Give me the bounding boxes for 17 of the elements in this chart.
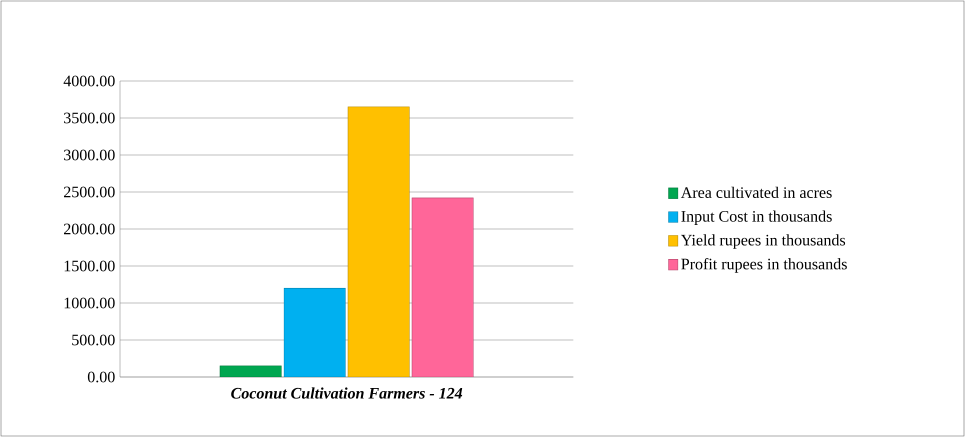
bar [412, 198, 474, 377]
y-tick-label: 3500.00 [64, 112, 115, 124]
legend-label: Yield rupees in thousands [680, 234, 846, 249]
y-tick-label: 2000.00 [64, 224, 115, 234]
y-tick-label: 1500.00 [64, 260, 115, 272]
bar [284, 288, 346, 377]
x-tick-label: Coconut Cultivation Farmers - 124 [231, 387, 462, 399]
legend-label: Input Cost in thousands [681, 210, 832, 225]
bar [220, 366, 282, 377]
legend-label: Area cultivated in acres [680, 186, 832, 198]
y-tick-label: 4000.00 [64, 76, 115, 86]
y-tick-label: 3000.00 [64, 150, 115, 160]
y-tick-label: 500.00 [72, 334, 115, 346]
y-tick-label: 2500.00 [64, 186, 115, 198]
y-tick-label: 1000.00 [64, 298, 115, 308]
y-tick-label: 0.00 [88, 372, 115, 382]
legend-label: Profit rupees in thousands [681, 258, 847, 273]
